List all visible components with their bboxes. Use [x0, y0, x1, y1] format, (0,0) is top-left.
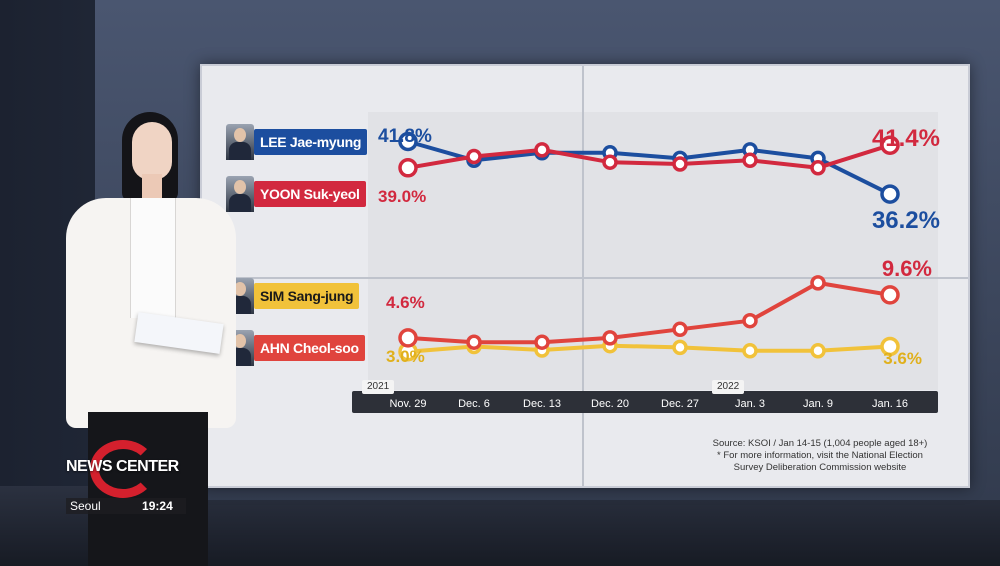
anchor-blouse: [130, 198, 176, 318]
series-1-point-5: [742, 152, 758, 169]
series-1-point-1: [466, 148, 482, 165]
series-3-point-5: [742, 312, 758, 329]
screen-seam-vertical: [582, 66, 584, 486]
series-3-point-7: [880, 285, 900, 305]
label-lee-end: 36.2%: [872, 207, 940, 234]
candidate-sim: SIM Sang-jung: [226, 278, 360, 314]
candidate-yoon: YOON Suk-yeol: [226, 176, 366, 212]
anchor-neck: [142, 174, 162, 202]
series-1-point-0: [398, 158, 418, 178]
series-0-point-0: [398, 131, 418, 152]
candidate-lee: LEE Jae-myung: [226, 124, 368, 160]
candidate-sim-label: SIM Sang-jung: [254, 283, 360, 309]
series-line-2: [407, 343, 891, 354]
source-line-1: Source: KSOI / Jan 14-15 (1,004 people a…: [712, 438, 928, 449]
screen-seam-horizontal: [202, 277, 968, 279]
logo-time: 19:24: [142, 499, 173, 513]
series-0-point-7: [880, 184, 900, 204]
logo-city: Seoul: [70, 499, 101, 513]
anchor-face: [132, 122, 172, 180]
source-line-3: Survey Deliberation Commission website: [733, 462, 907, 473]
x-axis-bar: [352, 391, 938, 413]
news-center-logo: NEWS CENTER Seoul 19:24: [66, 440, 188, 514]
label-ahn-end: 9.6%: [882, 256, 932, 281]
series-1-point-2: [534, 142, 550, 158]
series-2-point-6: [810, 343, 826, 359]
candidate-ahn-label: AHN Cheol-soo: [254, 335, 365, 361]
series-1-point-3: [602, 154, 618, 170]
poll-line-chart: Nov. 29 Dec. 6 Dec. 13 Dec. 20 Dec. 27 Jan. 3…: [378, 125, 940, 410]
x-tick-label: Jan. 3: [735, 398, 765, 410]
x-tick-label: Jan. 16: [872, 398, 908, 410]
logo-text: NEWS CENTER: [66, 458, 179, 475]
series-3-point-6: [810, 275, 826, 291]
x-tick-label: Dec. 6: [458, 398, 490, 410]
series-3-point-3: [602, 330, 618, 346]
x-tick-label: Dec. 27: [661, 398, 699, 410]
label-ahn-start: 4.6%: [386, 293, 425, 312]
source-note: Source: KSOI / Jan 14-15 (1,004 people a…: [690, 438, 950, 474]
logo-info-bar: Seoul 19:24: [66, 498, 186, 514]
candidate-lee-label: LEE Jae-myung: [254, 129, 368, 155]
series-1-point-7: [880, 135, 900, 155]
news-anchor: [60, 112, 240, 566]
label-sim-end: 3.6%: [883, 349, 922, 368]
candidate-ahn: AHN Cheol-soo: [226, 330, 365, 366]
series-1-point-6: [810, 160, 826, 176]
series-3-point-2: [534, 334, 550, 350]
logo-ring-icon: [90, 440, 156, 498]
label-sim-start: 3.0%: [386, 347, 425, 366]
series-3-point-0: [398, 328, 418, 348]
x-tick-label: Nov. 29: [389, 398, 426, 410]
year-tag-2021: 2021: [362, 380, 395, 394]
series-1-point-4: [672, 156, 688, 172]
label-yoon-start: 39.0%: [378, 187, 426, 206]
series-2-point-5: [742, 343, 758, 359]
x-tick-label: Jan. 9: [803, 398, 833, 410]
label-yoon-end: 41.4%: [872, 125, 940, 152]
series-3-point-4: [672, 321, 688, 338]
x-tick-label: Dec. 13: [523, 398, 561, 410]
yoon-photo-icon: [226, 176, 254, 212]
source-line-2: * For more information, visit the Nation…: [717, 450, 923, 461]
series-2-point-7: [880, 336, 900, 357]
series-2-point-4: [672, 339, 688, 356]
candidate-yoon-label: YOON Suk-yeol: [254, 181, 366, 207]
series-line-0: [407, 139, 891, 196]
series-3-point-1: [466, 334, 482, 350]
series-line-1: [407, 143, 891, 170]
x-tick-label: Dec. 20: [591, 398, 629, 410]
series-line-3: [407, 280, 891, 345]
label-lee-start: 41.8%: [378, 126, 432, 147]
lee-photo-icon: [226, 124, 254, 160]
poll-screen: LEE Jae-myung YOON Suk-yeol SIM Sang-jun…: [200, 64, 970, 488]
year-tag-2022: 2022: [712, 380, 745, 394]
